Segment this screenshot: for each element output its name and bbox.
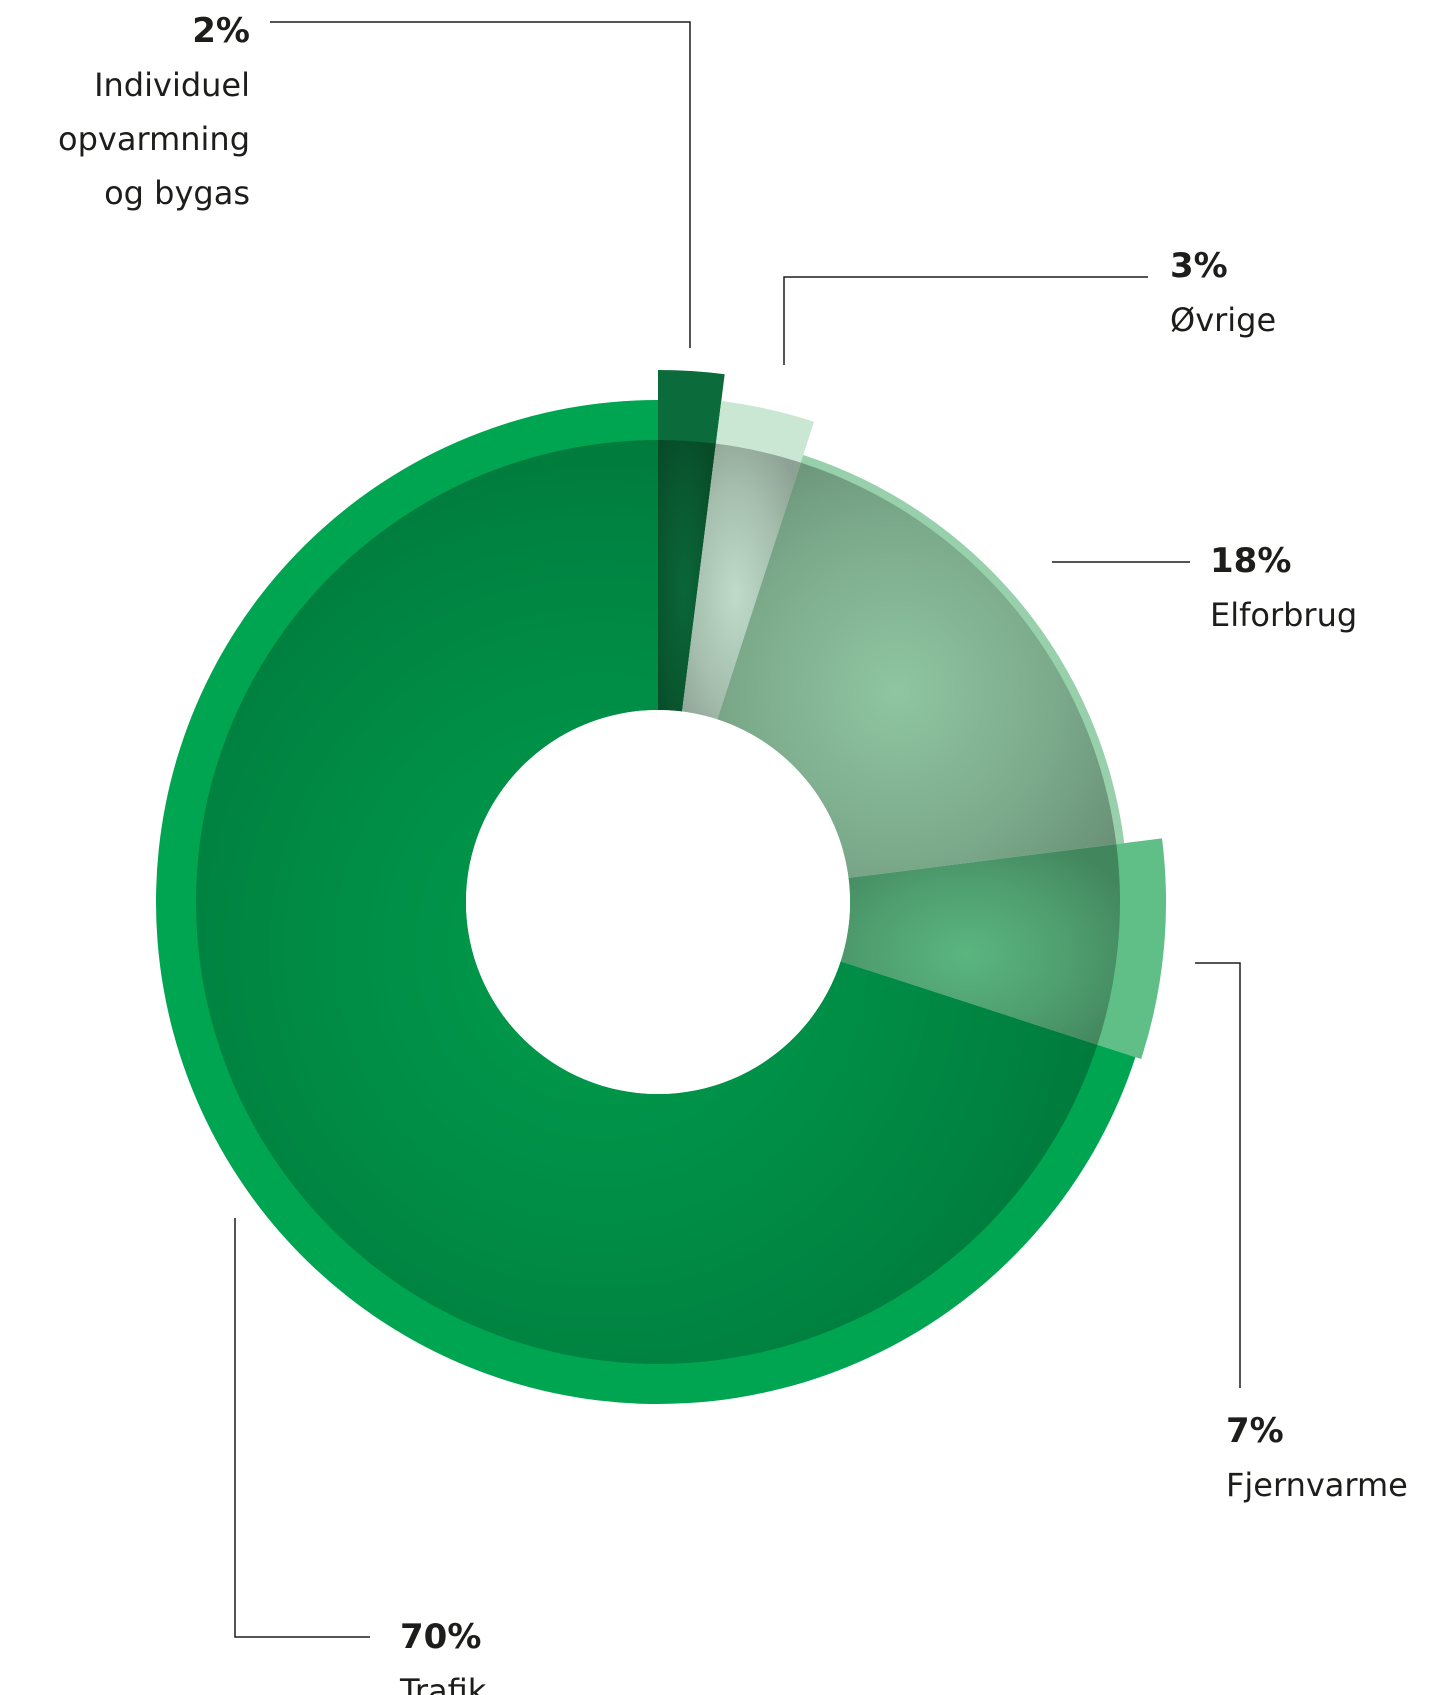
category-label-1-line-2: opvarmning [58, 120, 250, 158]
slice-shade-3 [717, 462, 1117, 878]
value-label-4: 7% [1226, 1411, 1284, 1451]
value-label-5: 70% [400, 1617, 481, 1657]
value-label-1: 2% [192, 11, 250, 51]
slice-shade-2 [682, 443, 801, 720]
category-label-5-line-1: Trafik [399, 1672, 487, 1695]
donut-slices [156, 370, 1166, 1404]
slice-shade-4 [840, 844, 1120, 1045]
donut-hole [466, 710, 850, 1094]
category-label-2-line-1: Øvrige [1170, 301, 1276, 339]
category-label-1-line-1: Individuel [94, 66, 250, 104]
donut-labels: 2% Individuel opvarmning og bygas 3% Øvrige 18… [58, 11, 1408, 1695]
value-label-2: 3% [1170, 246, 1228, 286]
category-label-4-line-1: Fjernvarme [1226, 1466, 1408, 1504]
category-label-3-line-1: Elforbrug [1210, 596, 1357, 634]
leader-line-4 [1195, 962, 1241, 1388]
category-label-1-line-3: og bygas [104, 174, 250, 212]
leader-line-1 [270, 21, 691, 348]
value-label-3: 18% [1210, 541, 1291, 581]
leader-line-2 [783, 276, 1148, 365]
slice-shade-5 [195, 439, 1098, 1364]
slice-shade-1 [658, 440, 716, 712]
leader-line-5 [234, 1218, 370, 1638]
